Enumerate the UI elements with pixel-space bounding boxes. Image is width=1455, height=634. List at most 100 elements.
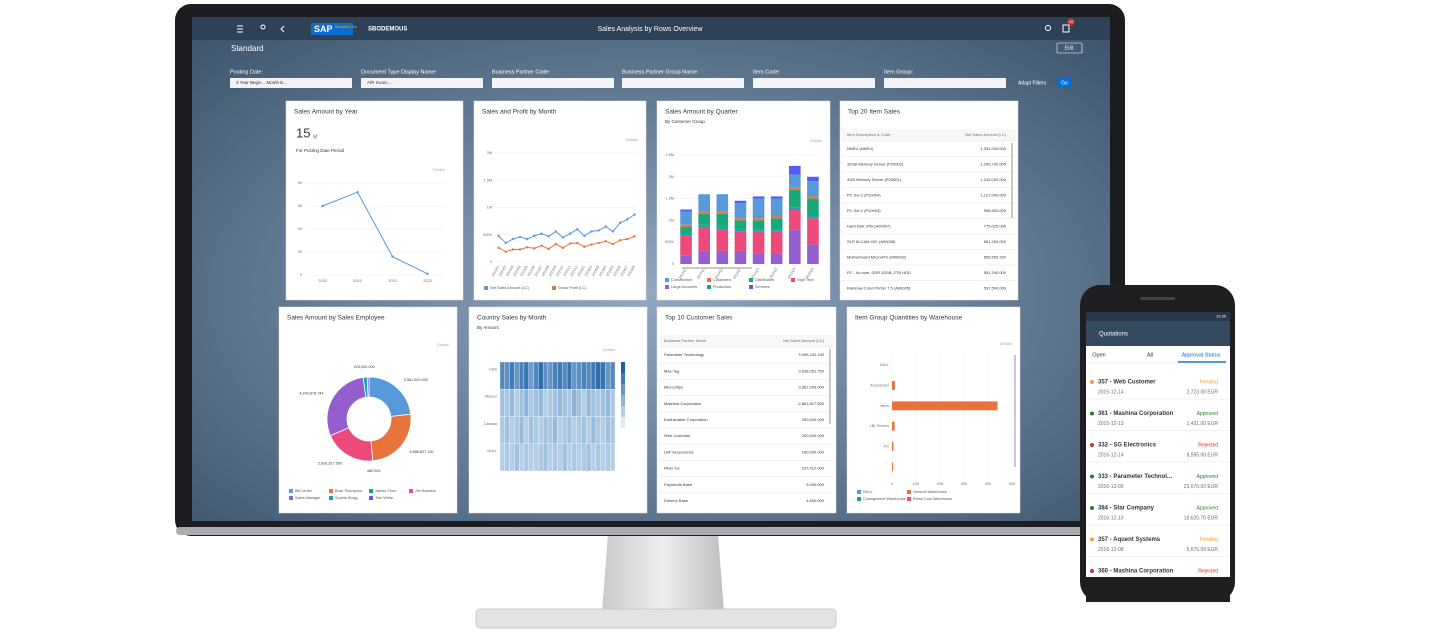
edit-label: Edit: [1065, 45, 1074, 51]
legend-label: Brad Thompson: [335, 489, 362, 493]
item-title[interactable]: 384 - Star Company: [1098, 506, 1155, 512]
heat-cell: [566, 443, 573, 472]
tab[interactable]: Approval Status: [1182, 352, 1221, 358]
y-tick-label: 2M: [669, 175, 674, 179]
heat-cell: [504, 361, 510, 390]
point: [583, 234, 586, 238]
point: [604, 225, 608, 228]
point: [525, 237, 529, 241]
bar-segment: [789, 189, 801, 208]
heat-cell: [499, 443, 505, 472]
filter-input[interactable]: [361, 78, 483, 88]
y-tick-label: 500K: [483, 233, 492, 237]
row-label: Mexico: [485, 395, 497, 399]
legend-label: Bill Leuter: [295, 489, 313, 493]
point: [618, 221, 622, 224]
bar-segment: [680, 211, 692, 225]
logo: SAP: [314, 24, 333, 34]
heat-cell: [562, 361, 568, 390]
scrollbar: [682, 267, 752, 269]
heat-cell: [533, 361, 539, 390]
adapt-filters[interactable]: Adapt Filters: [1018, 80, 1047, 86]
heat-cell: [514, 389, 520, 417]
x-tick-label: 201601: [577, 265, 586, 277]
y-tick-label: 40: [298, 227, 302, 231]
y-tick-label: 0: [490, 260, 492, 264]
legend-label: James Chen: [375, 489, 396, 493]
point: [533, 247, 536, 250]
x-tick-label: 201604: [598, 265, 607, 277]
details: Details: [1000, 341, 1012, 346]
bar-segment: [752, 218, 765, 221]
bar-segment: [752, 220, 765, 230]
bar-segment: [789, 209, 801, 230]
item-amount: 8,595.00 EUR: [1187, 452, 1219, 458]
heat-cell: [610, 361, 616, 390]
series-line: [498, 214, 635, 244]
phone-bottom: [1086, 577, 1230, 602]
filter-input[interactable]: [230, 78, 352, 88]
cell: 4GB Memory Server (P20001): [847, 177, 902, 182]
heat-cell: [504, 389, 510, 417]
search-icon[interactable]: [1045, 25, 1051, 31]
item-amount: 1,431.00 EUR: [1187, 421, 1219, 427]
bar-segment: [680, 233, 692, 236]
badge-dot: [1067, 18, 1075, 26]
item-title[interactable]: 360 - Mashina Corporation: [1098, 569, 1174, 575]
bar-segment: [716, 250, 729, 264]
x-tick-label: 201605: [605, 265, 614, 277]
speaker: [1140, 297, 1175, 300]
point: [497, 234, 500, 238]
y-tick-label: 1M: [669, 218, 674, 222]
heat-cell: [595, 443, 601, 472]
filter-input[interactable]: [492, 78, 614, 88]
back-icon[interactable]: [280, 25, 285, 33]
bar-segment: [698, 226, 710, 251]
item-title[interactable]: 332 - SG Electronics: [1098, 443, 1157, 449]
bar-segment: [807, 176, 819, 182]
item-title[interactable]: 333 - Parameter Technol...: [1098, 474, 1172, 480]
item-date: 2016-12-10: [1098, 515, 1124, 521]
x-tick-label: 201603: [591, 265, 600, 277]
x-tick-label: 2015Q1: [751, 267, 761, 280]
legend-label: Large Accounts: [671, 285, 697, 289]
point: [511, 248, 515, 251]
item-title[interactable]: 361 - Mashina Corporation: [1098, 411, 1174, 417]
heat-cell: [542, 361, 549, 390]
card: [285, 100, 464, 301]
filter-input[interactable]: [884, 78, 1006, 88]
heat-cell: [519, 389, 525, 417]
heat-cell: [499, 416, 505, 444]
point: [626, 237, 629, 241]
filter-input[interactable]: [753, 78, 875, 88]
bar-segment: [734, 218, 747, 221]
heat-cell: [552, 416, 558, 444]
variant[interactable]: Standard: [231, 44, 263, 53]
point: [590, 243, 593, 246]
card-title: Country Sales by Month: [477, 315, 547, 322]
app-title: Sales Analysis by Rows Overview: [597, 26, 703, 33]
heat-cell: [528, 416, 534, 444]
logo-box: [311, 23, 353, 35]
tab[interactable]: Open: [1092, 352, 1105, 358]
heat-cell: [552, 361, 558, 390]
heat-cell: [610, 443, 616, 472]
y-tick-label: 1.5M: [666, 197, 674, 201]
filter-input[interactable]: [622, 78, 744, 88]
card-title: Sales Amount by Year: [294, 109, 358, 116]
legend-label: NULL: [863, 490, 873, 494]
item-title[interactable]: 357 - Web Customer: [1098, 380, 1156, 386]
item-title[interactable]: 357 - Aquent Systems: [1098, 537, 1161, 543]
notification-icon[interactable]: [1062, 24, 1070, 33]
menu-icon[interactable]: [237, 25, 243, 33]
cell: Dinnery Base: [664, 498, 689, 503]
go-button[interactable]: [1057, 78, 1072, 88]
tab[interactable]: All: [1147, 352, 1153, 358]
x-tick-label: 2014Q2: [696, 267, 706, 280]
heat-cell: [519, 361, 525, 390]
user-icon[interactable]: [260, 24, 266, 30]
heat-cell: [600, 361, 606, 390]
phone-screen: [1086, 312, 1230, 578]
edit-button[interactable]: [1056, 42, 1083, 54]
data-label: 2,891,617.500: [318, 462, 342, 466]
